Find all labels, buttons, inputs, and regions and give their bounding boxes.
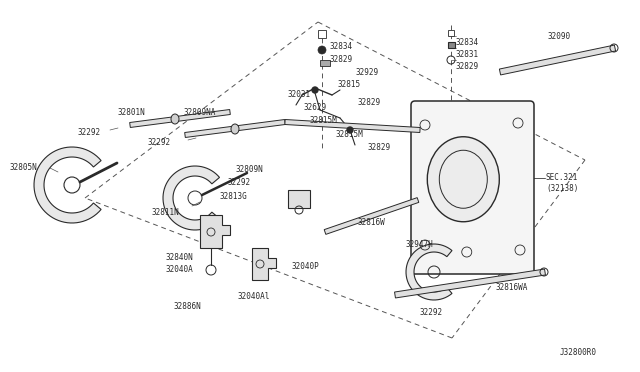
Text: (32138): (32138) (546, 184, 579, 193)
Circle shape (312, 87, 318, 93)
Text: 32947H: 32947H (406, 240, 434, 249)
Polygon shape (185, 119, 285, 138)
Text: 32815M: 32815M (336, 130, 364, 139)
Ellipse shape (231, 124, 239, 134)
Text: 32292: 32292 (148, 138, 171, 147)
Circle shape (318, 46, 326, 54)
Text: 32811N: 32811N (152, 208, 180, 217)
Polygon shape (200, 215, 230, 248)
Text: 32929: 32929 (355, 68, 378, 77)
Bar (448, 30, 454, 36)
Polygon shape (163, 166, 220, 230)
Text: SEC.321: SEC.321 (546, 173, 579, 182)
Polygon shape (34, 147, 101, 223)
Text: 32040A: 32040A (166, 265, 194, 274)
Text: 32886N: 32886N (174, 302, 202, 311)
Ellipse shape (171, 114, 179, 124)
Text: 32829: 32829 (358, 98, 381, 107)
Text: 32834: 32834 (330, 42, 353, 51)
Text: 32292: 32292 (228, 178, 251, 187)
Text: 32816W: 32816W (358, 218, 386, 227)
Polygon shape (252, 248, 276, 280)
Bar (318, 30, 326, 38)
Text: 32801N: 32801N (118, 108, 146, 117)
Text: 32040P: 32040P (292, 262, 320, 271)
Circle shape (347, 127, 353, 133)
Text: 32292: 32292 (420, 308, 443, 317)
Ellipse shape (428, 137, 499, 222)
Text: 32040Al: 32040Al (238, 292, 270, 301)
Text: 32809N: 32809N (236, 165, 264, 174)
Text: 32292: 32292 (78, 128, 101, 137)
Text: 32813G: 32813G (220, 192, 248, 201)
Text: J32800R0: J32800R0 (560, 348, 597, 357)
Text: 32829: 32829 (368, 143, 391, 152)
Polygon shape (394, 269, 545, 298)
Text: 32829: 32829 (455, 62, 478, 71)
Text: 32815: 32815 (338, 80, 361, 89)
Polygon shape (285, 119, 420, 132)
Polygon shape (499, 45, 616, 75)
Text: 32829: 32829 (330, 55, 353, 64)
Text: 32031: 32031 (288, 90, 311, 99)
Bar (320, 60, 330, 66)
FancyBboxPatch shape (411, 101, 534, 274)
Bar (448, 42, 455, 48)
Text: 32834: 32834 (455, 38, 478, 47)
Text: 32629: 32629 (304, 103, 327, 112)
Polygon shape (324, 198, 419, 234)
Text: 32809NA: 32809NA (184, 108, 216, 117)
Text: 32815M: 32815M (310, 116, 338, 125)
Polygon shape (130, 109, 230, 128)
Bar (288, 190, 310, 208)
Polygon shape (406, 244, 452, 300)
Text: 32816WA: 32816WA (496, 283, 529, 292)
Text: 32805N: 32805N (10, 163, 38, 172)
Text: 32840N: 32840N (166, 253, 194, 262)
Text: 32090: 32090 (548, 32, 571, 41)
Text: 32831: 32831 (455, 50, 478, 59)
